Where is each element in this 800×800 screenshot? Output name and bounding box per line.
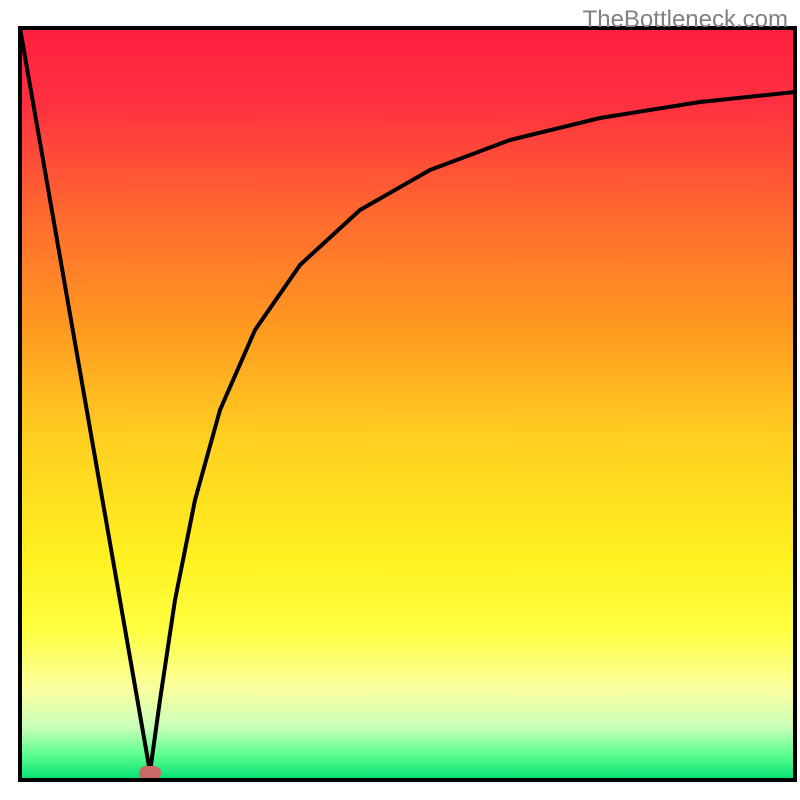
watermark-label: TheBottleneck.com <box>583 6 788 34</box>
plot-background <box>20 28 795 780</box>
valley-marker <box>139 766 161 780</box>
chart-svg <box>0 0 800 800</box>
bottleneck-chart: TheBottleneck.com <box>0 0 800 800</box>
